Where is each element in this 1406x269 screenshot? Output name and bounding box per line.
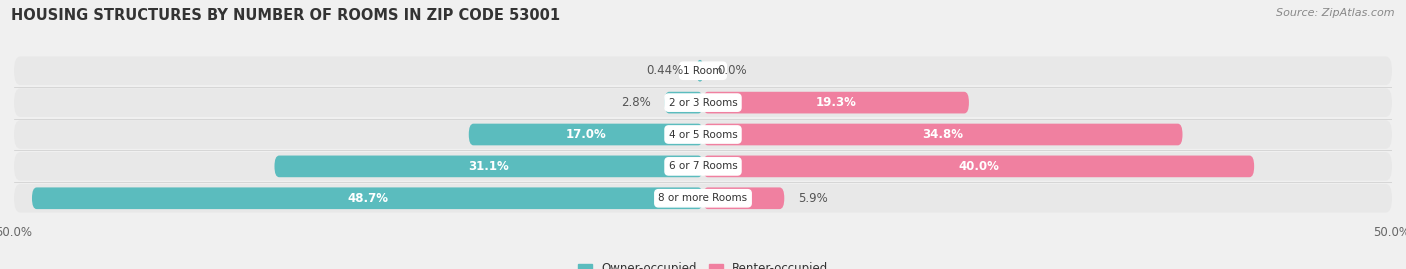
FancyBboxPatch shape — [14, 88, 1392, 117]
FancyBboxPatch shape — [703, 187, 785, 209]
FancyBboxPatch shape — [665, 92, 703, 114]
FancyBboxPatch shape — [703, 92, 969, 114]
Text: 48.7%: 48.7% — [347, 192, 388, 205]
Text: 6 or 7 Rooms: 6 or 7 Rooms — [669, 161, 737, 171]
Legend: Owner-occupied, Renter-occupied: Owner-occupied, Renter-occupied — [572, 258, 834, 269]
Text: 2 or 3 Rooms: 2 or 3 Rooms — [669, 98, 737, 108]
FancyBboxPatch shape — [703, 155, 1254, 177]
Text: 8 or more Rooms: 8 or more Rooms — [658, 193, 748, 203]
FancyBboxPatch shape — [468, 124, 703, 145]
FancyBboxPatch shape — [14, 56, 1392, 85]
FancyBboxPatch shape — [697, 60, 703, 82]
FancyBboxPatch shape — [274, 155, 703, 177]
Text: Source: ZipAtlas.com: Source: ZipAtlas.com — [1277, 8, 1395, 18]
Text: 0.44%: 0.44% — [645, 64, 683, 77]
Text: 2.8%: 2.8% — [621, 96, 651, 109]
Text: 17.0%: 17.0% — [565, 128, 606, 141]
FancyBboxPatch shape — [14, 120, 1392, 149]
FancyBboxPatch shape — [32, 187, 703, 209]
Text: 5.9%: 5.9% — [799, 192, 828, 205]
FancyBboxPatch shape — [14, 184, 1392, 213]
Text: HOUSING STRUCTURES BY NUMBER OF ROOMS IN ZIP CODE 53001: HOUSING STRUCTURES BY NUMBER OF ROOMS IN… — [11, 8, 561, 23]
Text: 0.0%: 0.0% — [717, 64, 747, 77]
FancyBboxPatch shape — [703, 124, 1182, 145]
Text: 1 Room: 1 Room — [683, 66, 723, 76]
Text: 19.3%: 19.3% — [815, 96, 856, 109]
Text: 4 or 5 Rooms: 4 or 5 Rooms — [669, 129, 737, 140]
Text: 31.1%: 31.1% — [468, 160, 509, 173]
FancyBboxPatch shape — [14, 152, 1392, 181]
Text: 40.0%: 40.0% — [957, 160, 1000, 173]
Text: 34.8%: 34.8% — [922, 128, 963, 141]
